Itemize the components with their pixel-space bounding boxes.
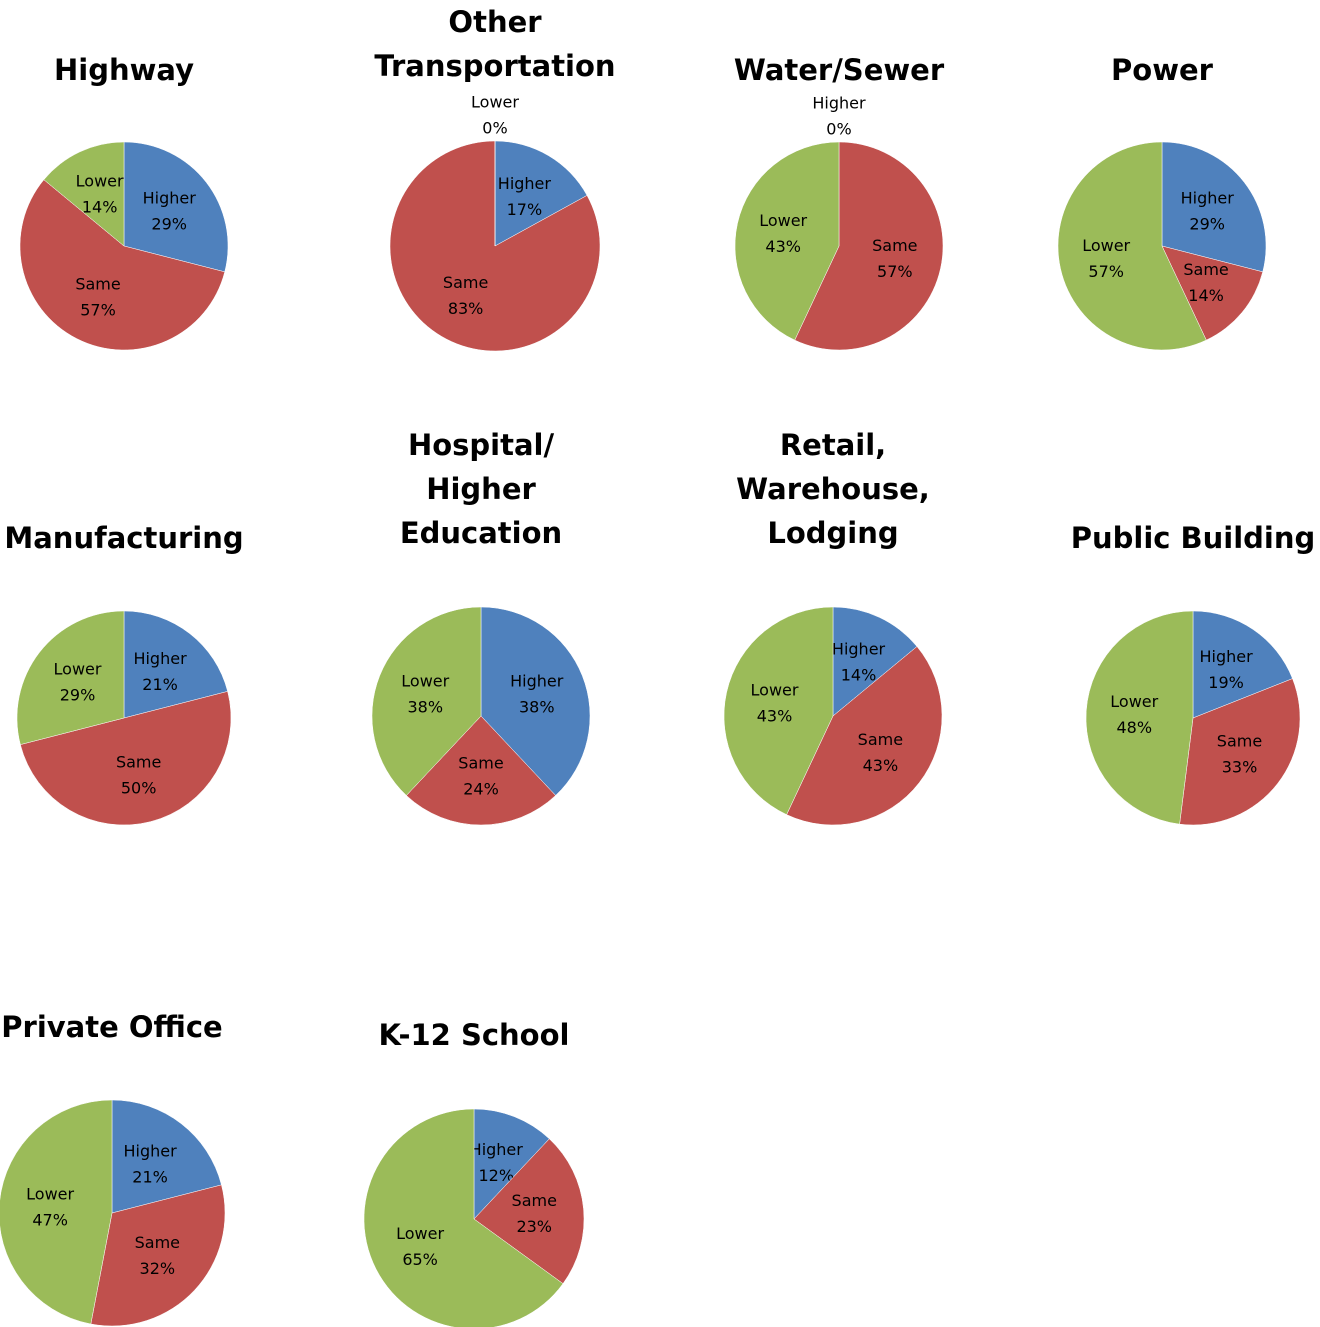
slice-label: Lower <box>76 172 124 191</box>
slice-value-label: 43% <box>757 706 793 725</box>
slice-label: Lower <box>751 680 799 699</box>
slice-value-label: 19% <box>1208 673 1244 692</box>
slice-label: Same <box>1183 260 1228 279</box>
chart-title: Water/Sewer <box>733 53 945 87</box>
slice-value-label: 29% <box>151 214 187 233</box>
slice-value-label: 23% <box>516 1217 552 1236</box>
slice-value-label: 83% <box>448 299 484 318</box>
pie-slice <box>90 1184 226 1327</box>
slice-value-label: 57% <box>877 262 913 281</box>
chart-title: Power <box>1111 53 1213 87</box>
slice-label: Same <box>135 1233 180 1252</box>
pie-slice <box>1161 245 1264 341</box>
pie-slice <box>734 141 840 341</box>
pie-slice <box>794 141 944 351</box>
chart-title: Retail, Warehouse, Lodging <box>736 428 930 550</box>
slice-value-label: 50% <box>121 779 157 798</box>
slice-value-label: 57% <box>80 300 116 319</box>
chart-title: Public Building <box>1070 521 1316 555</box>
pie-slice <box>473 1138 585 1285</box>
slice-label: Same <box>512 1191 557 1210</box>
slice-label: Same <box>443 273 488 292</box>
slice-value-label: 33% <box>1222 758 1258 777</box>
pie-slice <box>123 610 228 719</box>
slice-value-label: 29% <box>1189 214 1225 233</box>
pie-slice <box>363 1108 564 1327</box>
pie-slice <box>19 179 226 351</box>
pie-slice <box>832 606 918 717</box>
chart-title: Other Transportation <box>374 5 616 83</box>
pie-slice <box>473 1108 550 1220</box>
slice-value-label: 48% <box>1116 718 1152 737</box>
pie-slice <box>20 691 232 826</box>
pie-slice <box>0 1099 113 1325</box>
chart-title: Private Office <box>1 1010 223 1044</box>
slice-label: Same <box>858 730 903 749</box>
pie-slice <box>1085 610 1194 825</box>
slice-label: Lower <box>471 93 519 112</box>
slice-label: Same <box>1217 732 1262 751</box>
slice-label: Same <box>116 753 161 772</box>
slice-value-label: 21% <box>132 1167 168 1186</box>
slice-value-label: 21% <box>142 675 178 694</box>
slice-value-label: 24% <box>463 779 499 798</box>
slice-value-label: 43% <box>765 237 801 256</box>
slice-value-label: 14% <box>841 665 877 684</box>
slice-label: Higher <box>510 671 564 690</box>
chart-title: Manufacturing <box>4 521 244 555</box>
slice-label: Higher <box>133 649 187 668</box>
slice-label: Higher <box>832 639 886 658</box>
pie-slice <box>480 606 591 796</box>
slice-label: Higher <box>812 94 866 113</box>
slice-value-label: 65% <box>402 1250 438 1269</box>
chart-title: Hospital/ Higher Education <box>399 428 563 550</box>
pie-slice <box>723 606 834 815</box>
pie-slice <box>371 606 482 796</box>
slice-value-label: 14% <box>82 198 118 217</box>
slice-label: Same <box>458 753 503 772</box>
slice-label: Higher <box>123 1141 177 1160</box>
slice-label: Same <box>75 274 120 293</box>
slice-label: Higher <box>498 174 552 193</box>
pie-slice <box>786 646 943 826</box>
slice-value-label: 12% <box>478 1166 514 1185</box>
slice-value-label: 38% <box>407 697 443 716</box>
slice-value-label: 0% <box>826 120 851 139</box>
slice-label: Higher <box>1199 647 1253 666</box>
slice-value-label: 32% <box>140 1259 176 1278</box>
slice-value-label: 14% <box>1188 286 1224 305</box>
pie-slice <box>16 610 125 745</box>
pie-slice <box>43 141 125 247</box>
slice-value-label: 57% <box>1088 262 1124 281</box>
pie-slice <box>406 715 556 826</box>
pie-slice <box>123 141 229 273</box>
slice-label: Higher <box>143 188 197 207</box>
slice-label: Lower <box>759 211 807 230</box>
slice-label: Lower <box>401 671 449 690</box>
slice-value-label: 29% <box>60 685 96 704</box>
pie-slice <box>1161 141 1267 273</box>
slice-value-label: 43% <box>863 756 899 775</box>
slice-label: Same <box>872 236 917 255</box>
slice-value-label: 47% <box>32 1211 68 1230</box>
slice-label: Lower <box>26 1185 74 1204</box>
pie-slice <box>494 140 588 247</box>
slice-label: Higher <box>470 1140 524 1159</box>
slice-label: Higher <box>1181 188 1235 207</box>
slice-value-label: 38% <box>519 697 555 716</box>
chart-title: Highway <box>54 53 194 87</box>
slice-value-label: 17% <box>507 200 543 219</box>
pie-slice <box>1192 610 1293 719</box>
pie-slice <box>111 1099 222 1214</box>
slice-label: Lower <box>54 659 102 678</box>
pie-slice <box>1057 141 1207 351</box>
pie-slice <box>1179 678 1301 826</box>
slice-label: Lower <box>1082 236 1130 255</box>
slice-label: Lower <box>396 1224 444 1243</box>
slice-value-label: 0% <box>482 119 507 138</box>
slice-label: Lower <box>1110 692 1158 711</box>
chart-title: K-12 School <box>378 1018 570 1052</box>
